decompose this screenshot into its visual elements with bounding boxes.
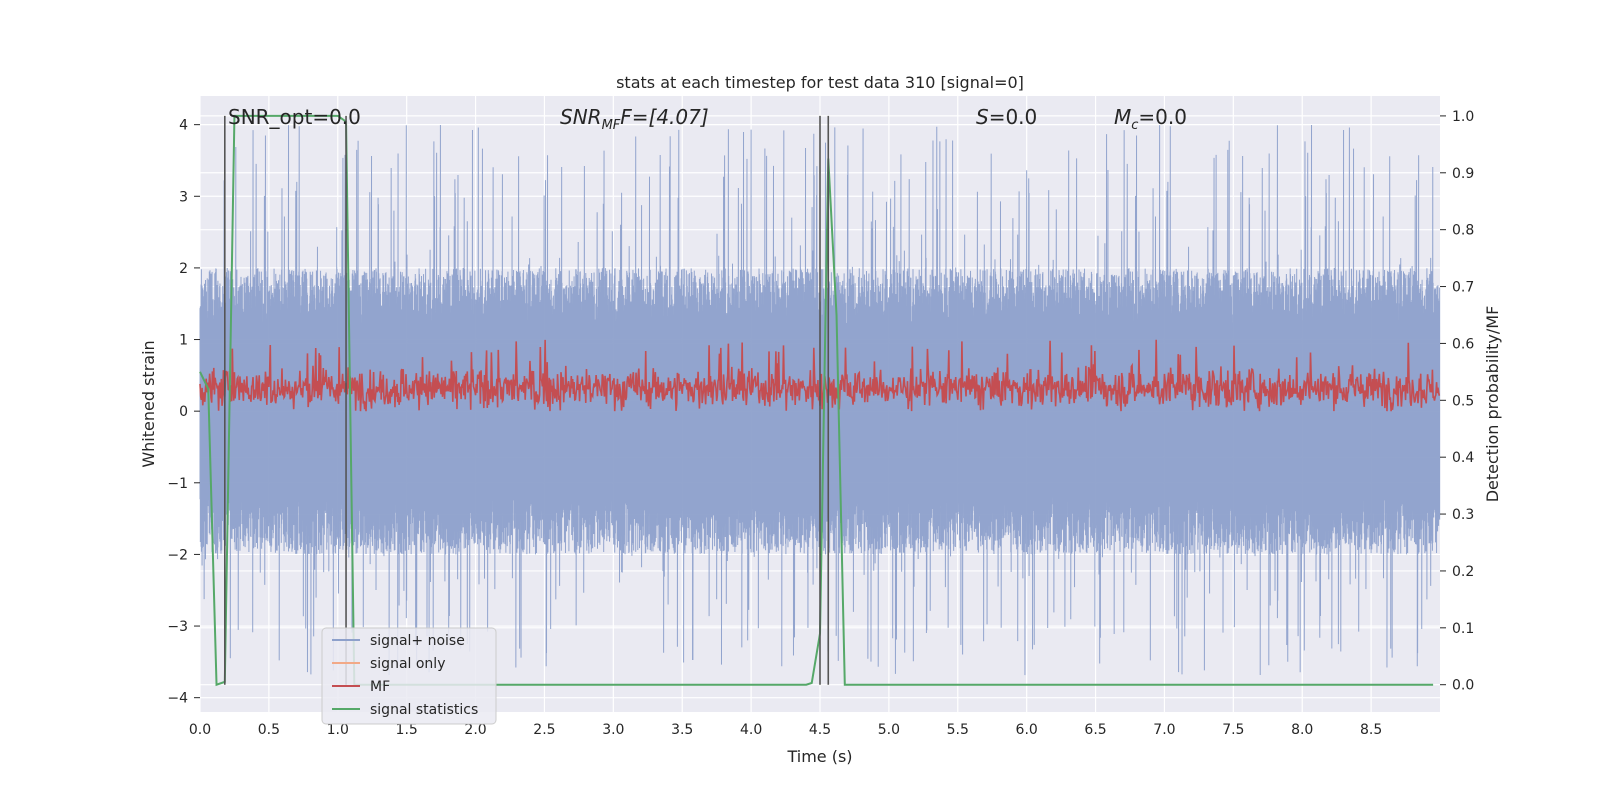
x-tick-label: 2.0 [464, 722, 486, 738]
y-ticks: 4 3 2 1 0 −1 −2 −3 −4 [167, 118, 200, 707]
legend-label-signal-noise: signal+ noise [370, 633, 465, 649]
x-tick-label: 3.0 [602, 722, 624, 738]
legend-label-signal-only: signal only [370, 656, 445, 672]
y2-tick-label: 0.9 [1452, 166, 1474, 182]
annotation-s: S=0.0 [976, 105, 1037, 129]
annotation-mc-main: M [1114, 105, 1131, 129]
y2-tick-label: 0.1 [1452, 621, 1474, 637]
x-tick-label: 4.0 [740, 722, 762, 738]
x-tick-label: 6.0 [1016, 722, 1038, 738]
x-tick-label: 5.5 [947, 722, 969, 738]
annotation-mc-sub: c [1131, 118, 1138, 133]
y-tick-label: 3 [179, 189, 188, 205]
y-tick-label: 2 [179, 261, 188, 277]
y2-axis-label: Detection probability/MF [1483, 306, 1502, 503]
chart-title: stats at each timestep for test data 310… [616, 73, 1024, 92]
annotation-snr-mf-main: SNR [560, 105, 602, 129]
y-tick-label: −3 [167, 619, 188, 635]
x-tick-label: 3.5 [671, 722, 693, 738]
y-axis-label: Whitened strain [139, 340, 158, 467]
y2-tick-label: 0.7 [1452, 280, 1474, 296]
x-ticks: 0.0 0.5 1.0 1.5 2.0 2.5 3.0 3.5 4.0 4.5 5.0 5.5 6.0 6… [189, 722, 1382, 738]
annotation-mc-rest: =0.0 [1138, 105, 1187, 129]
legend: signal+ noise signal only MF signal stat… [321, 627, 497, 725]
y-tick-label: −2 [167, 547, 188, 563]
annotation-s-rest: =0.0 [989, 105, 1038, 129]
y-tick-label: 4 [179, 118, 188, 134]
y2-tick-label: 0.4 [1452, 450, 1474, 466]
y-tick-label: 1 [179, 333, 188, 349]
x-axis-label: Time (s) [786, 747, 852, 766]
vertical-markers [224, 115, 830, 685]
x-tick-label: 1.5 [396, 722, 418, 738]
annotation-snr-mf-sub: MF [602, 118, 621, 133]
signal-statistics-series [199, 114, 1434, 687]
x-tick-label: 6.5 [1084, 722, 1106, 738]
x-tick-label: 8.0 [1291, 722, 1313, 738]
y2-tick-label: 0.8 [1452, 223, 1474, 239]
x-tick-label: 2.5 [533, 722, 555, 738]
legend-label-signal-statistics: signal statistics [370, 702, 478, 718]
annotation-snr-mf-rest: F=[4.07] [620, 105, 708, 129]
annotation-s-main: S [976, 105, 989, 129]
y2-tick-label: 0.3 [1452, 507, 1474, 523]
y2-tick-label: 0.5 [1452, 393, 1474, 409]
y2-ticks: 1.0 0.9 0.8 0.7 0.6 0.5 0.4 0.3 0.2 0.1 0.0 [1440, 109, 1474, 694]
x-tick-label: 8.5 [1360, 722, 1382, 738]
x-tick-label: 1.0 [327, 722, 349, 738]
annotation-snr-mf: SNRMFF=[4.07] [560, 105, 709, 133]
x-tick-label: 0.5 [258, 722, 280, 738]
y-tick-label: 0 [179, 404, 188, 420]
x-tick-label: 7.5 [1222, 722, 1244, 738]
y2-tick-label: 0.0 [1452, 678, 1474, 694]
annotation-snr-opt: SNR_opt=0.0 [228, 105, 361, 129]
y2-tick-label: 0.6 [1452, 336, 1474, 352]
series-line-signal-statistics [199, 114, 1434, 687]
x-tick-label: 0.0 [189, 722, 211, 738]
legend-label-mf: MF [370, 679, 390, 695]
x-tick-label: 4.5 [809, 722, 831, 738]
x-tick-label: 7.0 [1153, 722, 1175, 738]
y2-tick-label: 1.0 [1452, 109, 1474, 125]
y2-tick-label: 0.2 [1452, 564, 1474, 580]
y-tick-label: −1 [167, 476, 188, 492]
y-tick-label: −4 [167, 691, 188, 707]
legend-box [321, 627, 497, 725]
annotation-mc: Mc=0.0 [1114, 105, 1187, 133]
x-tick-label: 5.0 [878, 722, 900, 738]
